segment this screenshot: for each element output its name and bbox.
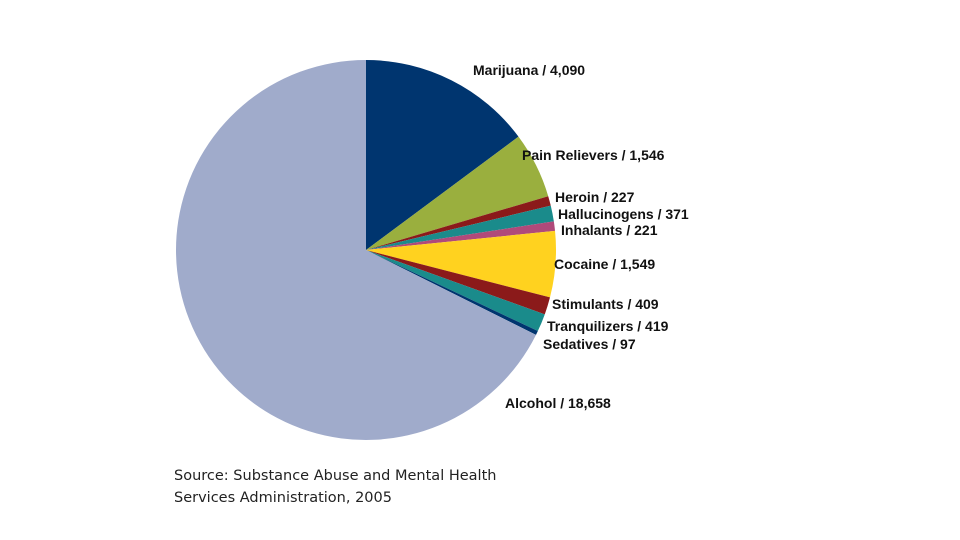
pie-slice-heroin	[366, 196, 551, 250]
pie-slice-cocaine	[366, 230, 557, 298]
slice-label-sedatives: Sedatives / 97	[543, 336, 636, 352]
pie-slice-tranquilizers	[366, 250, 545, 332]
source-line-2: Services Administration, 2005	[174, 490, 392, 506]
pie-slice-inhalants	[366, 221, 556, 250]
slice-label-pain-relievers: Pain Relievers / 1,546	[522, 147, 665, 163]
pie-slice-sedatives	[366, 250, 538, 335]
slice-label-inhalants: Inhalants / 221	[561, 222, 658, 238]
pie-slice-marijuana	[366, 60, 519, 250]
pie-labels: Marijuana / 4,090 Pain Relievers / 1,546 H…	[473, 62, 689, 411]
pie-slice-hallucinogens	[366, 205, 554, 250]
slice-label-hallucinogens: Hallucinogens / 371	[558, 206, 689, 222]
source-note: Source: Substance Abuse and Mental Healt…	[174, 465, 496, 509]
pie-slice-pain-relievers	[366, 136, 549, 250]
pie-slice-alcohol	[176, 60, 537, 440]
slice-label-heroin: Heroin / 227	[555, 189, 635, 205]
slice-label-tranquilizers: Tranquilizers / 419	[547, 318, 669, 334]
slice-label-cocaine: Cocaine / 1,549	[554, 256, 655, 272]
source-line-1: Source: Substance Abuse and Mental Healt…	[174, 468, 497, 484]
slice-label-marijuana: Marijuana / 4,090	[473, 62, 585, 78]
pie-slice-stimulants	[366, 250, 550, 315]
slice-label-alcohol: Alcohol / 18,658	[505, 395, 611, 411]
pie-slices	[176, 60, 557, 440]
slice-label-stimulants: Stimulants / 409	[552, 296, 659, 312]
